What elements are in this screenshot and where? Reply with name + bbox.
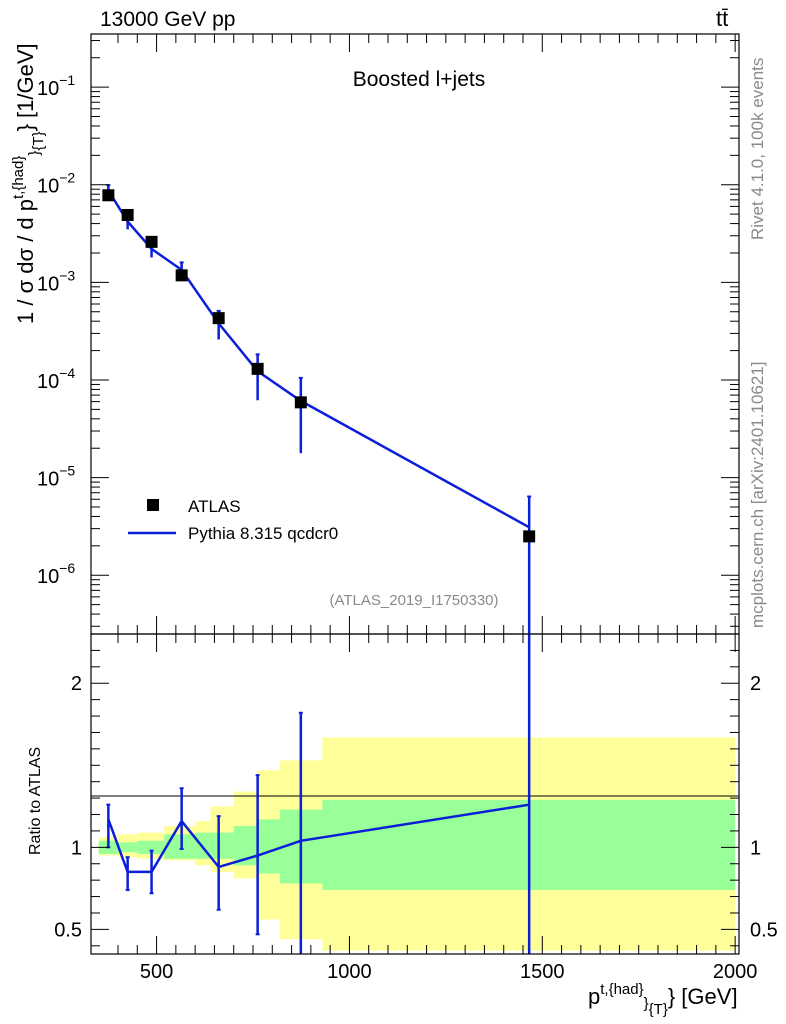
watermark: (ATLAS_2019_I1750330) <box>329 592 498 609</box>
atlas-point <box>102 189 115 202</box>
process-label: tt̄ <box>716 6 728 31</box>
atlas-point <box>523 530 536 543</box>
main-ytick-label: 10−6 <box>37 560 75 588</box>
stat-uncertainty-band <box>233 826 257 866</box>
atlas-point <box>251 362 264 375</box>
atlas-point <box>175 269 188 282</box>
stat-uncertainty-band <box>118 842 138 853</box>
ratio-ticks: 0.5 0.5 1 1 2 2 500 1000 1500 2000 <box>54 633 778 983</box>
main-ytick-label: 10−1 <box>37 72 75 100</box>
legend: ATLAS Pythia 8.315 qcdcr0 <box>128 497 338 543</box>
stat-uncertainty-band <box>137 840 165 854</box>
main-ytick-label: 10−5 <box>37 463 75 491</box>
atlas-point <box>212 312 225 325</box>
ratio-frame <box>90 633 740 955</box>
main-frame <box>90 33 740 635</box>
stat-uncertainty-band <box>210 832 234 859</box>
mc-line <box>107 189 530 529</box>
ratio-xtick-label: 1000 <box>327 961 372 983</box>
x-axis-label: pt,{had}}{T}} [GeV] <box>588 981 738 1018</box>
stat-uncertainty-band <box>164 834 196 859</box>
ratio-line <box>107 803 530 874</box>
main-ticks: 10−6 10−5 10−4 10−3 10−2 10−1 <box>37 34 739 634</box>
legend-data-label: ATLAS <box>188 497 241 516</box>
ratio-ytick-label-left: 1 <box>71 837 82 859</box>
main-panel: 10−610−510−410−310−210−1 Boosted l+jets … <box>10 33 740 635</box>
ratio-xtick-label: 2000 <box>713 961 758 983</box>
ratio-xtick-label: 500 <box>140 961 173 983</box>
atlas-point <box>294 396 307 409</box>
legend-data-marker <box>147 499 159 511</box>
ratio-ytick-label-right: 2 <box>750 673 761 695</box>
ratio-xtick-label: 1500 <box>520 961 565 983</box>
rivet-label: Rivet 4.1.0, 100k events <box>748 58 767 240</box>
source-label: mcplots.cern.ch [arXiv:2401.10621] <box>748 362 767 628</box>
ratio-ylabel: Ratio to ATLAS <box>27 747 44 855</box>
ratio-ytick-label-left: 0.5 <box>54 919 82 941</box>
atlas-point <box>145 235 158 248</box>
ratio-bands <box>98 737 736 951</box>
ratio-ytick-label-left: 2 <box>71 673 82 695</box>
ratio-ytick-label-right: 0.5 <box>750 919 778 941</box>
stat-uncertainty-band <box>256 819 280 874</box>
ratio-marks <box>106 634 531 954</box>
main-ytick-label: 10−3 <box>37 267 75 295</box>
legend-mc-label: Pythia 8.315 qcdcr0 <box>188 524 338 543</box>
main-ytick-label: 10−4 <box>37 365 75 393</box>
main-ytick-label: 10−2 <box>37 170 75 198</box>
atlas-point <box>121 208 134 221</box>
energy-label: 13000 GeV pp <box>100 8 235 31</box>
ratio-panel: 0.5 0.5 1 1 2 2 500 1000 1500 2000 Ratio to ATLAS… <box>27 633 778 1018</box>
main-title: Boosted l+jets <box>353 68 486 91</box>
main-marks <box>102 184 536 634</box>
ratio-ytick-label-right: 1 <box>750 837 761 859</box>
